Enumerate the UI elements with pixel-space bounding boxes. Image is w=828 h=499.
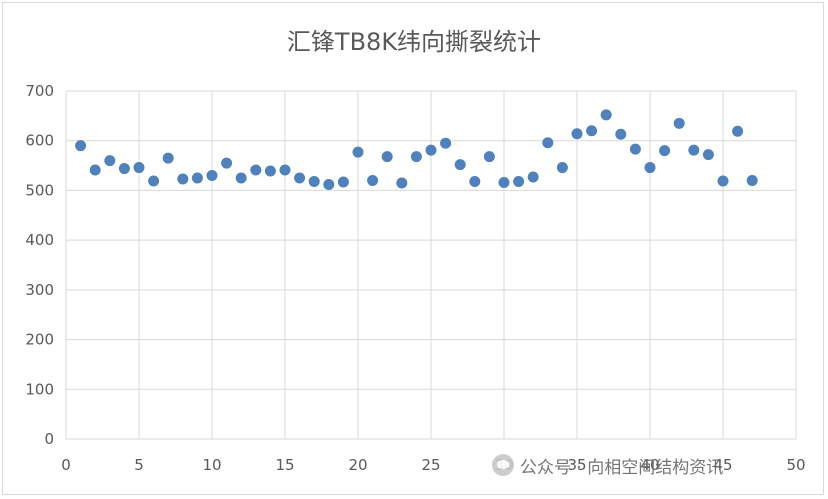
x-tick-label: 15 xyxy=(275,456,294,474)
data-point xyxy=(352,146,364,158)
data-point xyxy=(702,149,714,161)
data-point xyxy=(542,137,554,149)
data-point xyxy=(688,144,700,156)
data-point xyxy=(177,173,189,185)
data-point xyxy=(148,175,160,187)
data-point xyxy=(89,164,101,176)
watermark-text: 公众号 · 向相空间结构资讯 xyxy=(520,457,724,478)
data-point xyxy=(732,125,744,137)
y-tick-label: 0 xyxy=(44,430,54,448)
data-points xyxy=(75,109,758,190)
data-point xyxy=(410,151,422,163)
x-tick-label: 20 xyxy=(348,456,367,474)
data-point xyxy=(367,174,379,186)
y-tick-label: 600 xyxy=(25,132,54,150)
data-point xyxy=(264,165,276,177)
data-point xyxy=(294,172,306,184)
data-point xyxy=(323,178,335,190)
x-tick-label: 35 xyxy=(567,456,586,474)
data-point xyxy=(221,157,233,169)
x-tick-label: 10 xyxy=(202,456,221,474)
data-point xyxy=(308,175,320,187)
data-point xyxy=(396,177,408,189)
data-point xyxy=(571,128,583,140)
data-point xyxy=(454,159,466,171)
data-point xyxy=(279,164,291,176)
data-point xyxy=(381,151,393,163)
data-point xyxy=(644,162,656,174)
data-point xyxy=(133,162,145,174)
data-point xyxy=(469,175,481,187)
data-point xyxy=(746,174,758,186)
data-point xyxy=(600,109,612,121)
x-tick-label: 25 xyxy=(421,456,440,474)
data-point xyxy=(513,175,525,187)
data-point xyxy=(250,164,262,176)
data-point xyxy=(440,137,452,149)
data-point xyxy=(206,170,218,182)
data-point xyxy=(615,128,627,140)
data-point xyxy=(717,175,729,187)
chart-title: 汇锋TB8K纬向撕裂统计 xyxy=(286,28,542,56)
data-point xyxy=(191,172,203,184)
data-point xyxy=(659,145,671,157)
data-point xyxy=(483,151,495,163)
watermark: 公众号 · 向相空间结构资讯 xyxy=(492,452,723,478)
data-point xyxy=(586,125,598,137)
y-tick-label: 100 xyxy=(25,380,54,398)
wechat-icon xyxy=(492,454,514,476)
data-point xyxy=(235,172,247,184)
data-point xyxy=(673,117,685,129)
x-tick-label: 0 xyxy=(61,456,71,474)
y-tick-label: 400 xyxy=(25,231,54,249)
x-tick-label: 5 xyxy=(134,456,144,474)
data-point xyxy=(162,152,174,164)
x-tick-label: 45 xyxy=(713,456,732,474)
data-point xyxy=(556,162,568,174)
y-tick-label: 200 xyxy=(25,331,54,349)
data-point xyxy=(118,163,130,175)
data-point xyxy=(75,140,87,152)
y-tick-label: 700 xyxy=(25,82,54,100)
data-point xyxy=(104,155,116,167)
grid-lines xyxy=(65,90,797,440)
data-point xyxy=(629,143,641,155)
x-tick-label: 40 xyxy=(640,456,659,474)
y-tick-label: 300 xyxy=(25,281,54,299)
data-point xyxy=(498,176,510,188)
data-point xyxy=(527,171,539,183)
x-axis-ticks: 05101520253035404550 xyxy=(61,456,805,474)
y-axis-ticks: 0 100 200 300 400 500 600 700 xyxy=(25,82,54,448)
x-tick-label: 50 xyxy=(786,456,805,474)
data-point xyxy=(337,176,349,188)
data-point xyxy=(425,144,437,156)
y-tick-label: 500 xyxy=(25,181,54,199)
